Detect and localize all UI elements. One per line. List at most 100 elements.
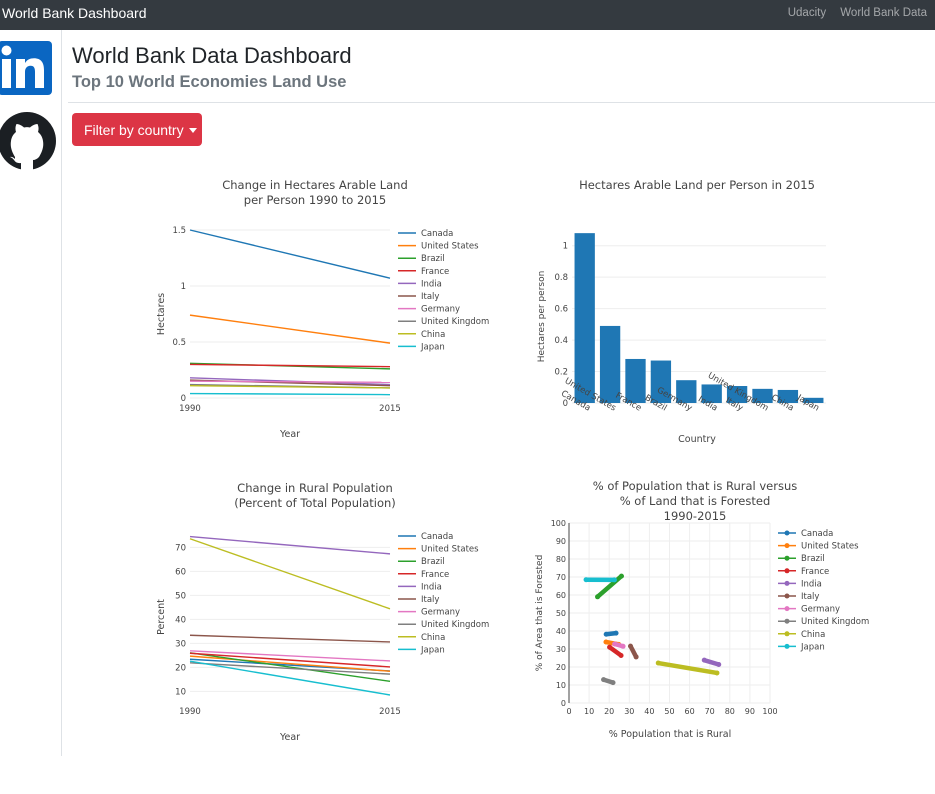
rural-change-legend-label-china: China: [421, 633, 445, 643]
rural-change-series-italy: [189, 634, 391, 643]
rural-vs-forest-legend-label-italy: Italy: [801, 592, 819, 602]
arable-change-xtick-2015: 2015: [379, 404, 401, 414]
rural-vs-forest-xtick-80: 80: [725, 707, 735, 716]
linkedin-icon[interactable]: [0, 41, 52, 95]
arable-change-series-japan: [189, 392, 391, 396]
rural-vs-forest-xtick-0: 0: [566, 707, 571, 716]
rural-vs-forest-ytick-0: 0: [561, 699, 566, 708]
rural-vs-forest-series-india: [702, 657, 721, 667]
rural-vs-forest-legend-marker-india: [784, 580, 790, 586]
rural-change-legend-label-france: France: [421, 570, 449, 580]
rural-vs-forest-xtick-100: 100: [762, 707, 777, 716]
arable-change-ytick-1-5: 1.5: [172, 226, 186, 236]
arable-2015-bar-italy: [726, 386, 748, 403]
arable-change-series-united-states: [189, 314, 391, 344]
github-icon[interactable]: [0, 112, 56, 170]
arable-2015-bar-japan: [803, 397, 824, 403]
page-subtitle: Top 10 World Economies Land Use: [72, 73, 347, 91]
rural-change-title-line-1: Change in Rural Population: [237, 481, 393, 495]
arable-2015-ytick-1: 1: [563, 242, 568, 252]
rural-vs-forest-point-united-states-1: [603, 639, 609, 645]
chart-rural-vs-forested: % of Population that is Rural versus% of…: [530, 475, 935, 750]
rural-vs-forest-xtick-70: 70: [705, 707, 715, 716]
page-title: World Bank Data Dashboard: [72, 43, 352, 68]
rural-change-series-india: [189, 535, 391, 555]
rural-vs-forest-legend-label-france: France: [801, 567, 829, 577]
rural-vs-forest-legend-marker-canada: [784, 530, 790, 536]
rural-vs-forest-ytick-40: 40: [556, 627, 566, 636]
rural-vs-forest-point-france-1: [607, 644, 613, 650]
arable-change-series-china: [189, 384, 391, 389]
rural-vs-forest-ytick-80: 80: [556, 555, 566, 564]
rural-vs-forest-legend-marker-brazil: [784, 555, 790, 561]
rural-change-ytick-60: 60: [175, 567, 186, 577]
arable-change-series-germany: [189, 380, 391, 384]
arable-change-series-canada: [189, 229, 391, 279]
arable-change-xlabel: Year: [279, 429, 300, 440]
arable-2015-bar-brazil: [650, 360, 672, 403]
rural-vs-forest-point-united-kingdom-1: [601, 677, 607, 683]
rural-change-legend-label-canada: Canada: [421, 532, 453, 542]
rural-vs-forest-point-france-0: [618, 652, 624, 658]
arable-2015-bar-china: [777, 389, 799, 403]
rural-change-series-china: [189, 538, 391, 610]
arable-change-legend-label-brazil: Brazil: [421, 254, 445, 264]
rural-change-legend-label-united-states: United States: [421, 545, 479, 555]
rural-change-series-japan: [189, 660, 391, 696]
rural-vs-forest-ytick-70: 70: [556, 573, 566, 582]
rural-vs-forest-point-united-kingdom-0: [610, 680, 616, 686]
navbar-links: Udacity World Bank Data: [777, 7, 927, 19]
header-divider: [68, 102, 935, 103]
rural-vs-forest-point-india-0: [716, 661, 722, 667]
rural-change-ytick-30: 30: [175, 639, 186, 649]
arable-change-legend-label-france: France: [421, 267, 449, 277]
arable-change-ytick-1: 1: [181, 282, 186, 292]
rural-change-legend-label-germany: Germany: [421, 608, 460, 618]
arable-2015-ytick-0-2: 0.2: [554, 368, 568, 378]
rural-vs-forest-series-brazil: [595, 573, 624, 600]
nav-link-udacity[interactable]: Udacity: [787, 7, 827, 19]
arable-2015-bar-germany: [676, 380, 697, 403]
arable-2015-bar-united-kingdom: [752, 388, 773, 403]
rural-change-legend-label-united-kingdom: United Kingdom: [421, 620, 489, 630]
rural-vs-forest-xlabel: % Population that is Rural: [609, 729, 731, 740]
rural-vs-forest-legend-marker-china: [784, 631, 790, 637]
rural-vs-forest-point-italy-0: [633, 654, 639, 660]
rural-vs-forest-point-japan-1: [583, 577, 589, 583]
arable-change-legend-label-canada: Canada: [421, 229, 453, 239]
rural-change-series-germany: [189, 650, 391, 662]
rural-vs-forest-series-china: [655, 660, 720, 676]
arable-change-legend-label-united-states: United States: [421, 242, 479, 252]
chart-arable-land-2015-svg: Hectares Arable Land per Person in 2015 0…: [537, 178, 826, 445]
rural-vs-forest-title-line-3: 1990-2015: [664, 509, 727, 523]
rural-vs-forest-xtick-90: 90: [745, 707, 755, 716]
rural-vs-forest-point-china-1: [655, 660, 661, 666]
filter-by-country-button[interactable]: Filter by country: [72, 113, 202, 146]
arable-change-ytick-0: 0: [181, 394, 186, 404]
rural-change-ytick-40: 40: [175, 615, 186, 625]
rural-vs-forest-ytick-20: 20: [556, 663, 566, 672]
sidebar: [0, 30, 62, 756]
rural-vs-forest-xtick-10: 10: [584, 707, 594, 716]
arable-2015-ytick-0-4: 0.4: [554, 336, 568, 346]
rural-vs-forest-legend-marker-france: [784, 568, 790, 574]
nav-link-world-bank-data[interactable]: World Bank Data: [840, 7, 927, 19]
rural-vs-forest-xtick-40: 40: [644, 707, 654, 716]
rural-vs-forest-point-brazil-0: [618, 573, 624, 579]
rural-vs-forest-title-line-2: % of Land that is Forested: [620, 494, 771, 508]
arable-change-legend-label-germany: Germany: [421, 305, 460, 315]
arable-2015-bar-india: [701, 384, 722, 403]
arable-2015-xtick-japan: Japan: [794, 393, 820, 414]
arable-change-legend-label-italy: Italy: [421, 292, 439, 302]
arable-change-legend-label-japan: Japan: [420, 342, 445, 352]
rural-vs-forest-title-line-1: % of Population that is Rural versus: [593, 479, 798, 493]
navbar: World Bank Dashboard Udacity World Bank …: [0, 0, 935, 30]
rural-vs-forest-point-brazil-1: [595, 594, 601, 600]
rural-vs-forest-ytick-50: 50: [556, 609, 566, 618]
arable-2015-ylabel: Hectares per person: [537, 271, 547, 363]
navbar-brand[interactable]: World Bank Dashboard: [2, 5, 147, 21]
rural-change-xtick-2015: 2015: [379, 707, 401, 717]
rural-vs-forest-legend-marker-germany: [784, 606, 790, 612]
chart-arable-land-2015: Hectares Arable Land per Person in 2015 0…: [530, 172, 840, 450]
rural-change-xlabel: Year: [279, 732, 300, 743]
